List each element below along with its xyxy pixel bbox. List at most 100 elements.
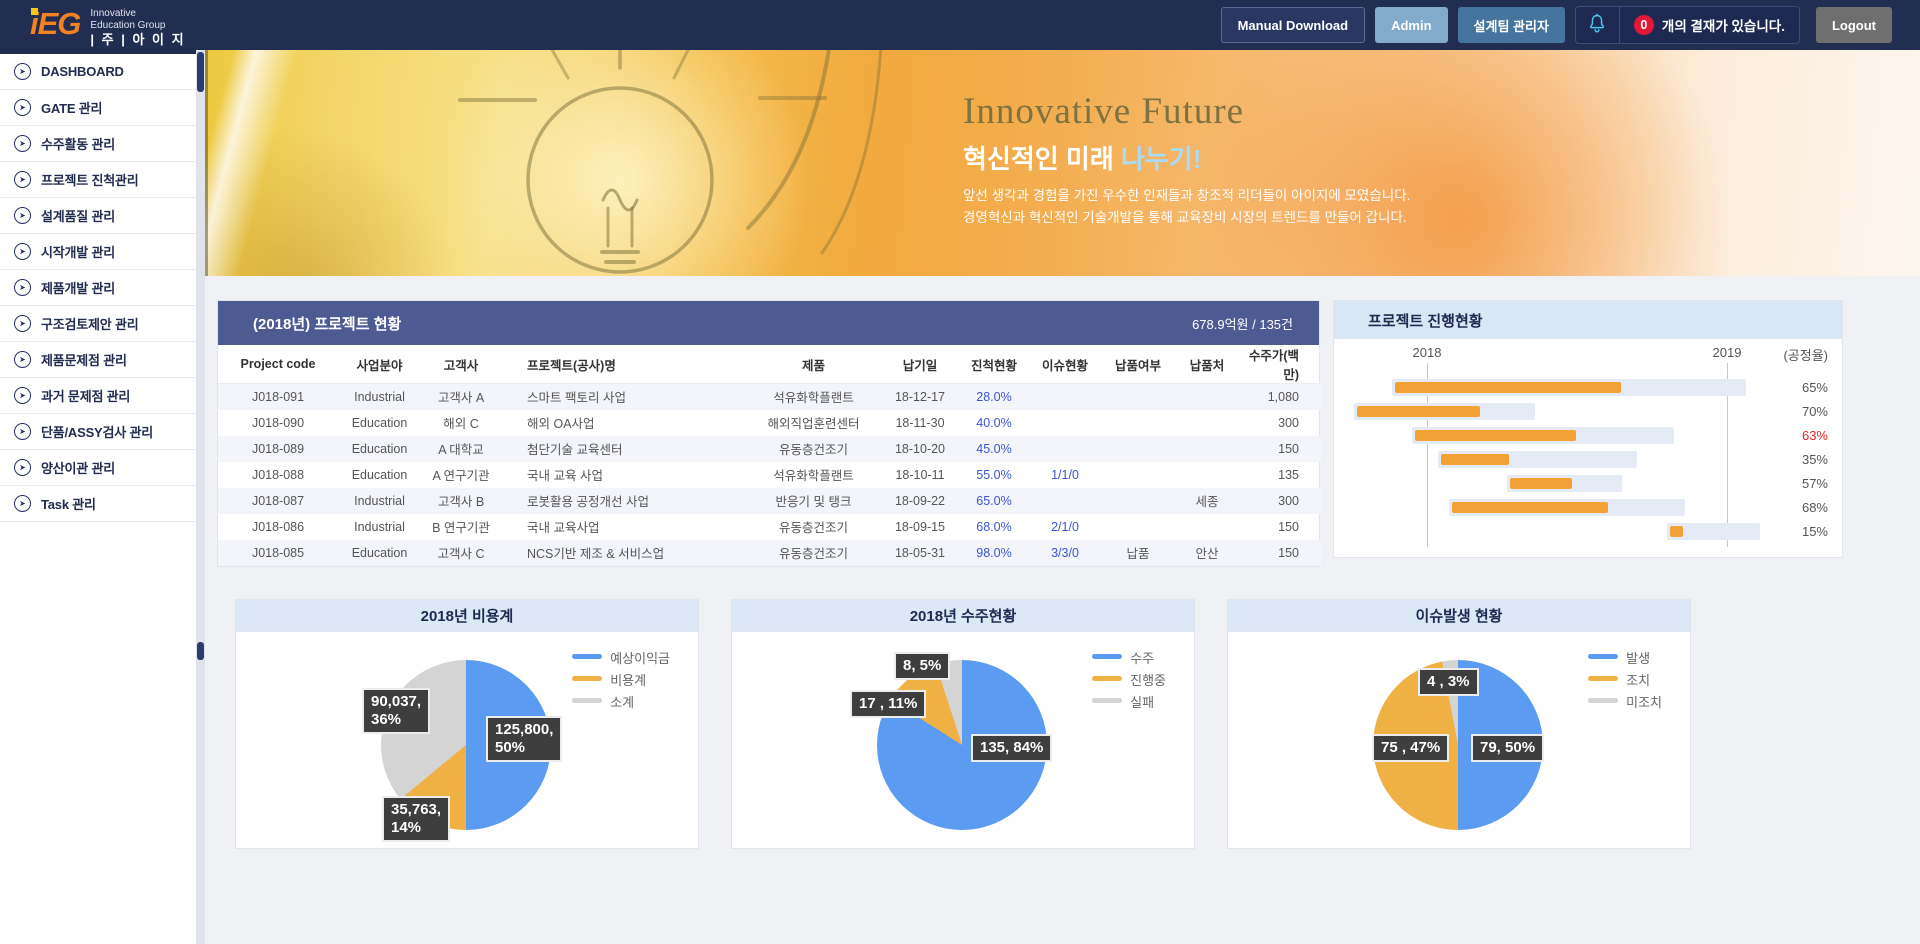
main-content: Innovative Future 혁신적인 미래 나누기! 앞선 생각과 경험… — [205, 50, 1920, 944]
cell-project-name: 첨단기술 교육센터 — [527, 443, 623, 457]
project-progress-title: 프로젝트 진행현황 — [1334, 301, 1842, 339]
cell-progress[interactable]: 68.0% — [976, 519, 1012, 534]
cell-progress[interactable]: 28.0% — [976, 389, 1012, 404]
logo-line3: | 주 | 아 이 지 — [90, 31, 186, 47]
manual-download-button[interactable]: Manual Download — [1220, 7, 1366, 43]
scrollbar-thumb[interactable] — [197, 642, 204, 660]
sidebar-item-양산이관-관리[interactable]: ➤ 양산이관 관리 — [0, 450, 196, 486]
cell-business-field: Industrial — [354, 493, 405, 508]
design-team-admin-button[interactable]: 설계팀 관리자 — [1457, 7, 1565, 43]
admin-button[interactable]: Admin — [1375, 7, 1448, 43]
gantt-track — [1392, 379, 1746, 396]
cell-due-date: 18-10-11 — [895, 467, 945, 482]
sidebar-item-task-관리[interactable]: ➤ Task 관리 — [0, 486, 196, 522]
logo-line1: Innovative — [90, 7, 136, 19]
pie-data-label: 4 , 3% — [1418, 667, 1479, 696]
legend-swatch-icon — [572, 675, 603, 681]
arrow-right-icon: ➤ — [14, 279, 31, 296]
logout-button[interactable]: Logout — [1815, 7, 1892, 43]
gantt-bar-fill — [1415, 430, 1576, 441]
sidebar-scrollbar[interactable] — [196, 50, 205, 944]
sidebar-item-label: Task 관리 — [41, 497, 96, 512]
hero-description-line2: 경영혁신과 혁신적인 기술개발을 통해 교육장비 시장의 트렌드를 만들어 갑니… — [963, 210, 1407, 225]
cell-delivery-site — [1175, 384, 1239, 410]
cell-customer: 해외 C — [443, 417, 479, 431]
sidebar-item-설계품질-관리[interactable]: ➤ 설계품질 관리 — [0, 198, 196, 234]
issues-pie-body: 발생 조치 미조치 79, 50% 75 , 47% 4 , 3% — [1228, 632, 1690, 848]
sidebar-item-dashboard[interactable]: ➤ DASHBOARD — [0, 54, 196, 90]
cell-issue[interactable]: 1/1/0 — [1051, 467, 1079, 482]
gantt-gridline — [1427, 363, 1428, 547]
cell-project-code: J018-087 — [251, 493, 305, 508]
cell-delivery-status — [1101, 410, 1175, 436]
gantt-bar-fill — [1441, 454, 1509, 465]
approval-count-text: 개의 결재가 있습니다. — [1661, 19, 1785, 34]
cell-product: 석유화학플랜트 — [773, 469, 854, 483]
project-status-header: (2018년) 프로젝트 현황 678.9억원 / 135건 — [218, 301, 1319, 345]
sidebar-item-프로젝트-진척관리[interactable]: ➤ 프로젝트 진척관리 — [0, 162, 196, 198]
cell-business-field: Education — [351, 415, 408, 430]
legend-swatch-icon — [1092, 697, 1123, 703]
cell-delivery-site: 안산 — [1195, 547, 1219, 561]
sidebar-item-label: 제품문제점 관리 — [41, 353, 127, 368]
cell-business-field: Industrial — [354, 389, 405, 404]
cell-project-name: 국내 교육사업 — [527, 521, 600, 535]
column-header: 사업분야 — [338, 345, 421, 384]
column-header: 프로젝트(공사)명 — [501, 345, 746, 384]
cell-progress[interactable]: 98.0% — [976, 545, 1012, 560]
notification-bell-button[interactable] — [1576, 7, 1620, 43]
cell-issue[interactable]: 2/1/0 — [1051, 519, 1079, 534]
sidebar-item-시작개발-관리[interactable]: ➤ 시작개발 관리 — [0, 234, 196, 270]
sidebar-item-구조검토제안-관리[interactable]: ➤ 구조검토제안 관리 — [0, 306, 196, 342]
scrollbar-thumb[interactable] — [197, 52, 204, 92]
gantt-axis-year-end: 2019 — [1712, 345, 1742, 360]
sidebar-item-label: GATE 관리 — [41, 101, 103, 116]
cell-issue — [1029, 410, 1101, 436]
pie-data-label: 35,763, 14% — [382, 795, 451, 842]
hero-subtitle: 혁신적인 미래 나누기! — [963, 144, 1410, 174]
sidebar-item-과거-문제점-관리[interactable]: ➤ 과거 문제점 관리 — [0, 378, 196, 414]
cell-issue — [1029, 436, 1101, 462]
cell-progress[interactable]: 55.0% — [976, 467, 1012, 482]
cell-customer: 고객사 B — [437, 495, 485, 509]
cell-project-code: J018-089 — [251, 441, 305, 456]
legend-label: 예상이익금 — [610, 650, 670, 666]
pie-data-label: 75 , 47% — [1372, 733, 1450, 762]
gantt-track — [1412, 427, 1674, 444]
sidebar-item-단품-assy검사-관리[interactable]: ➤ 단품/ASSY검사 관리 — [0, 414, 196, 450]
cell-product: 해외직업훈련센터 — [767, 417, 860, 431]
column-header: 수주가(백만) — [1239, 345, 1321, 384]
arrow-right-icon: ➤ — [14, 243, 31, 260]
cell-progress[interactable]: 40.0% — [976, 415, 1012, 430]
project-status-panel: (2018년) 프로젝트 현황 678.9억원 / 135건 Project c… — [217, 300, 1321, 567]
pie-data-label: 125,800, 50% — [486, 715, 563, 762]
cell-business-field: Education — [351, 545, 408, 560]
sidebar-item-수주활동-관리[interactable]: ➤ 수주활동 관리 — [0, 126, 196, 162]
cell-due-date: 18-11-30 — [895, 415, 945, 430]
hero-title: Innovative Future — [963, 91, 1245, 132]
legend-swatch-icon — [1588, 697, 1619, 703]
cell-project-code: J018-090 — [251, 415, 305, 430]
table-row: J018-085 Education 고객사 C NCS기반 제조 & 서비스업 유동층… — [218, 539, 1321, 566]
cell-progress[interactable]: 65.0% — [976, 493, 1012, 508]
cell-progress[interactable]: 45.0% — [976, 441, 1012, 456]
cell-issue[interactable]: 3/3/0 — [1051, 545, 1079, 560]
arrow-right-icon: ➤ — [14, 315, 31, 332]
navbar-actions: Manual Download Admin 설계팀 관리자 0 개의 결재가 있… — [1220, 6, 1892, 44]
sidebar-item-label: DASHBOARD — [41, 64, 124, 79]
orders-pie-body: 수주 진행중 실패 135, 84% 17 , 11% 8, 5% — [732, 632, 1194, 848]
table-row: J018-086 Industrial B 연구기관 국내 교육사업 유동층건조기 18-… — [218, 514, 1321, 540]
gantt-percent-label: 63% — [1801, 428, 1828, 443]
cell-customer: 고객사 C — [437, 547, 485, 561]
sidebar-item-label: 과거 문제점 관리 — [41, 389, 131, 404]
sidebar-item-제품문제점-관리[interactable]: ➤ 제품문제점 관리 — [0, 342, 196, 378]
gantt-track — [1507, 475, 1622, 492]
cell-delivery-status — [1101, 462, 1175, 488]
legend-label: 미조치 — [1626, 694, 1662, 710]
column-header: 진척현황 — [959, 345, 1029, 384]
sidebar-item-gate-관리[interactable]: ➤ GATE 관리 — [0, 90, 196, 126]
gantt-axis-year-start: 2018 — [1412, 345, 1442, 360]
sidebar-item-제품개발-관리[interactable]: ➤ 제품개발 관리 — [0, 270, 196, 306]
legend-label: 실패 — [1130, 694, 1155, 710]
cell-order-amount: 135 — [1278, 467, 1299, 482]
